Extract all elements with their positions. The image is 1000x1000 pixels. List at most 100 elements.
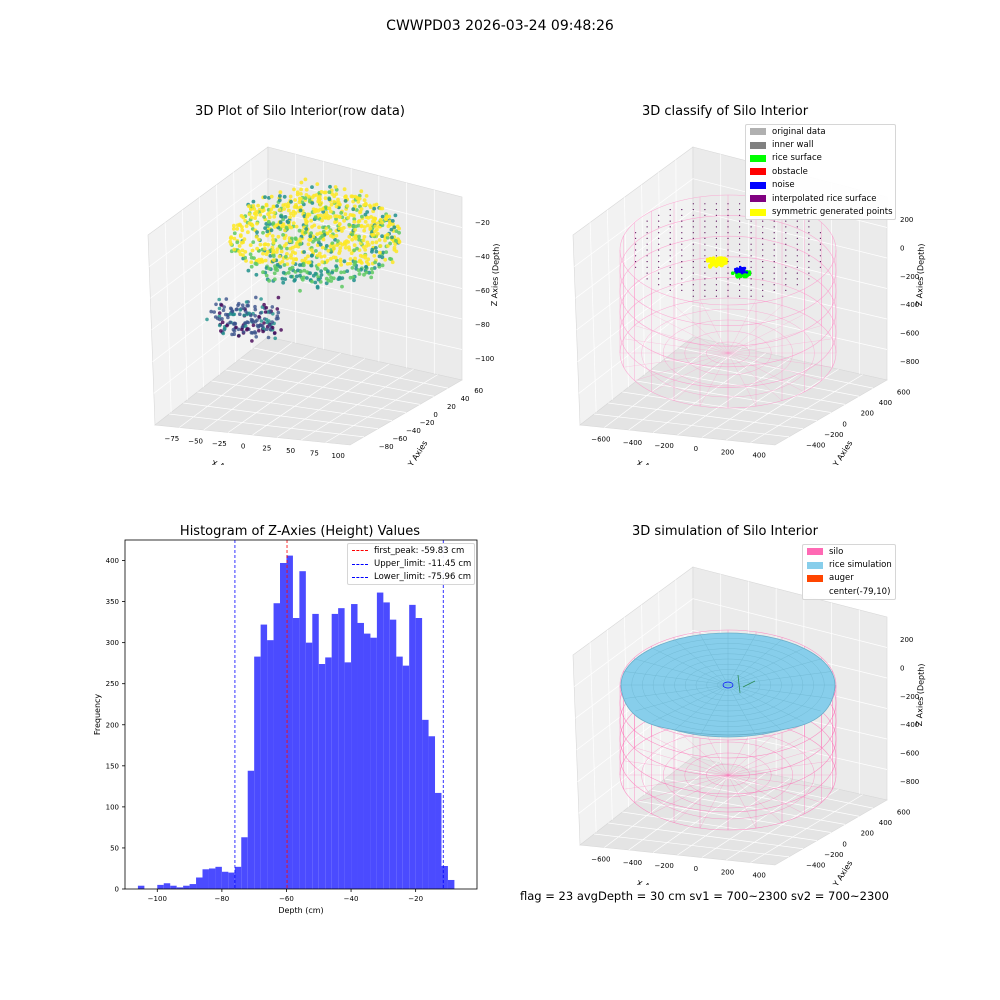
histogram-bar xyxy=(228,872,235,889)
histogram-x-tick-label: −40 xyxy=(344,895,359,903)
classify3d-interp-point xyxy=(715,209,717,211)
raw3d-point xyxy=(247,204,251,209)
classify3d-interp-point xyxy=(646,226,648,228)
raw3d-point xyxy=(232,332,236,336)
classify3d-interp-point xyxy=(727,243,729,245)
legend-entry: rice simulation xyxy=(803,558,895,571)
histogram-y-tick-label: 200 xyxy=(106,721,119,729)
raw3d-point xyxy=(358,209,363,214)
raw3d-point xyxy=(348,257,353,261)
simulation3d-rice-mesh xyxy=(727,684,821,712)
legend-label: inner wall xyxy=(772,140,814,151)
raw3d-point xyxy=(249,260,254,264)
classify3d-interp-point xyxy=(727,255,729,257)
raw3d-point xyxy=(264,327,269,331)
classify3d-interp-point xyxy=(669,261,671,263)
legend-label: symmetric generated points xyxy=(772,207,893,218)
classify3d-content xyxy=(619,194,837,409)
raw3d-pane-grid xyxy=(153,305,269,394)
classify3d-interp-point xyxy=(658,243,660,245)
classify3d-interp-point xyxy=(750,284,752,286)
raw3d-point xyxy=(363,248,368,252)
raw3d-point xyxy=(345,204,350,208)
raw3d-point xyxy=(250,318,255,323)
simulation3d-y-tick-label: 200 xyxy=(861,830,874,838)
classify3d-interp-point xyxy=(727,226,729,228)
legend-entry: Lower_limit: -75.96 cm xyxy=(348,571,474,584)
histogram-x-tick-label: −100 xyxy=(148,895,167,903)
raw3d-point xyxy=(250,248,255,253)
raw3d-point xyxy=(377,238,382,242)
classify3d-interp-point xyxy=(727,249,729,251)
raw3d-point xyxy=(261,251,265,256)
raw3d-point xyxy=(326,216,331,221)
raw3d-point xyxy=(321,209,326,214)
classify3d-interp-point xyxy=(796,278,798,280)
raw3d-x-tick-label: −75 xyxy=(164,435,179,443)
raw3d-point xyxy=(292,205,297,209)
raw3d-pane-grid xyxy=(267,304,463,350)
classify3d-interp-point xyxy=(669,232,671,234)
raw3d-point xyxy=(304,227,309,231)
raw3d-point xyxy=(234,325,238,330)
raw3d-point xyxy=(226,315,230,320)
raw3d-point xyxy=(320,218,324,223)
raw3d-point xyxy=(274,250,279,254)
classify3d-silo-floor-spoke xyxy=(727,299,757,354)
raw3d-point xyxy=(298,208,303,213)
raw3d-points xyxy=(205,177,402,343)
raw3d-point xyxy=(326,278,331,283)
simulation3d-z-tick-label: −200 xyxy=(900,693,919,701)
histogram-bar xyxy=(280,562,287,889)
raw3d-point xyxy=(380,214,385,219)
histogram-bar xyxy=(305,642,313,889)
raw3d-point xyxy=(356,199,361,204)
classify3d-interp-point xyxy=(646,266,648,268)
raw3d-point xyxy=(313,237,318,242)
simulation3d-auger xyxy=(722,681,734,689)
classify3d-noise-point xyxy=(741,268,745,272)
classify3d-interp-point xyxy=(635,243,637,245)
raw3d-point xyxy=(394,249,399,254)
raw3d-point xyxy=(258,212,263,217)
raw3d-point xyxy=(394,229,399,233)
classify3d-interp-point xyxy=(646,237,648,239)
raw3d-point xyxy=(348,275,353,280)
raw3d-point xyxy=(278,220,283,225)
histogram-bar xyxy=(247,770,255,889)
raw3d-point xyxy=(364,270,369,275)
classify3d-x-axis-label: X Axies xyxy=(635,459,666,465)
classify3d-interp-point xyxy=(750,232,752,234)
histogram-y-tick-label: 100 xyxy=(106,803,119,811)
classify3d-interp-point xyxy=(727,261,729,263)
classify3d-interp-point xyxy=(669,278,671,280)
raw3d-point xyxy=(354,208,359,212)
raw3d-point xyxy=(254,335,258,339)
raw3d-point xyxy=(291,213,296,218)
histogram-y-tick-label: 150 xyxy=(106,762,119,770)
raw3d-point xyxy=(324,226,328,231)
raw3d-point xyxy=(217,297,221,302)
raw3d-point xyxy=(333,214,337,219)
raw3d-point xyxy=(275,204,279,208)
raw3d-point xyxy=(256,237,261,242)
raw3d-point xyxy=(317,225,321,230)
raw3d-point xyxy=(254,213,258,217)
raw3d-point xyxy=(393,242,398,246)
classify3d-interp-point xyxy=(785,226,787,228)
raw3d-point xyxy=(273,336,277,341)
classify3d-interp-point xyxy=(796,272,798,274)
raw3d-point xyxy=(209,309,213,314)
classify3d-interp-point xyxy=(808,220,810,222)
raw3d-point xyxy=(373,246,378,250)
histogram-bar xyxy=(428,736,436,889)
classify3d-interp-point xyxy=(658,284,660,286)
raw3d-point xyxy=(380,234,384,239)
classify3d-interp-point xyxy=(692,261,694,263)
raw3d-point xyxy=(373,260,377,265)
raw3d-point xyxy=(377,262,381,267)
raw3d-point xyxy=(351,207,356,212)
raw3d-point xyxy=(330,270,334,275)
classify3d-interp-point xyxy=(692,272,694,274)
raw3d-point xyxy=(262,321,266,325)
